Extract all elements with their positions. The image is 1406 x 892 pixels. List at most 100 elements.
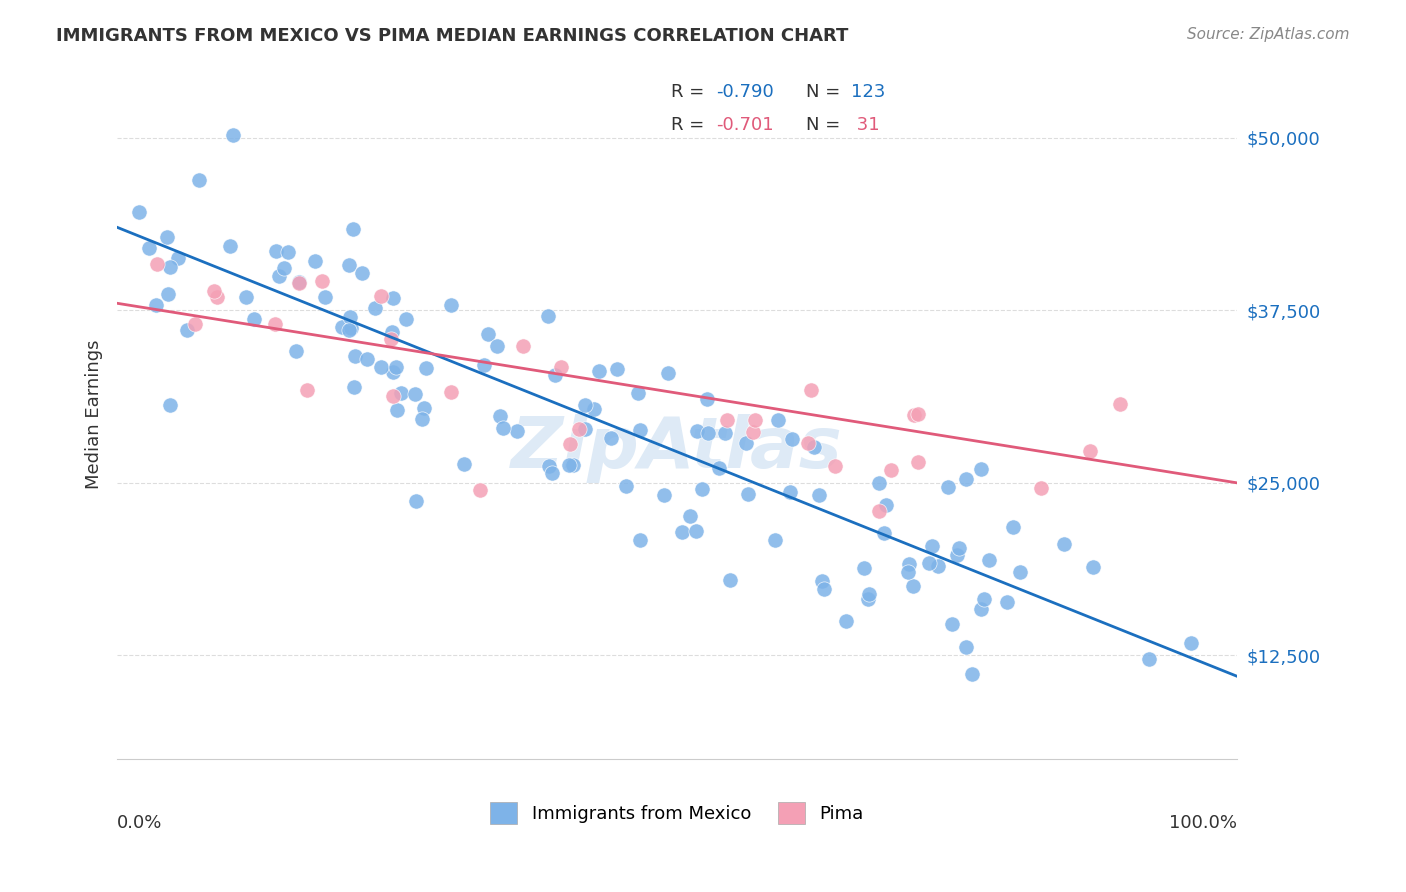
Point [955, 472, 977, 486]
Point [1008, 565, 1031, 579]
Point [583, 401, 606, 416]
Point [269, 269, 291, 284]
Point [288, 275, 311, 289]
Text: -0.790: -0.790 [716, 83, 773, 101]
Point [562, 458, 585, 472]
Point [273, 260, 295, 275]
Point [696, 392, 718, 406]
Point [873, 525, 896, 540]
Point [973, 591, 995, 606]
Point [453, 458, 475, 472]
Y-axis label: Median Earnings: Median Earnings [86, 339, 103, 489]
Point [734, 436, 756, 450]
Point [350, 266, 373, 280]
Point [284, 344, 307, 359]
Point [868, 476, 890, 491]
Point [880, 462, 903, 476]
Text: -0.701: -0.701 [716, 116, 773, 134]
Point [486, 339, 509, 353]
Point [156, 229, 179, 244]
Legend: Immigrants from Mexico, Pima: Immigrants from Mexico, Pima [481, 793, 873, 833]
Point [412, 401, 434, 415]
Point [342, 222, 364, 236]
Point [243, 312, 266, 326]
Point [391, 386, 413, 401]
Point [897, 566, 920, 580]
Point [537, 309, 560, 323]
Point [927, 559, 949, 574]
Point [568, 422, 591, 436]
Point [382, 389, 405, 403]
Point [686, 424, 709, 438]
Point [779, 484, 801, 499]
Point [370, 288, 392, 302]
Point [167, 251, 190, 265]
Point [713, 426, 735, 441]
Point [145, 257, 167, 271]
Point [852, 561, 875, 575]
Point [395, 312, 418, 326]
Text: 0.0%: 0.0% [117, 814, 163, 832]
Text: 123: 123 [851, 83, 884, 101]
Point [380, 332, 402, 346]
Point [654, 488, 676, 502]
Text: R =: R = [672, 83, 704, 101]
Point [381, 291, 404, 305]
Point [808, 487, 831, 501]
Point [1053, 537, 1076, 551]
Point [811, 574, 834, 588]
Point [868, 503, 890, 517]
Point [744, 413, 766, 427]
Point [918, 556, 941, 570]
Point [145, 298, 167, 312]
Point [718, 574, 741, 588]
Point [311, 274, 333, 288]
Point [1029, 481, 1052, 495]
Point [936, 480, 959, 494]
Point [628, 533, 651, 548]
Point [600, 431, 623, 445]
Point [159, 398, 181, 412]
Point [945, 549, 967, 563]
Point [512, 339, 534, 353]
Point [955, 640, 977, 655]
Point [780, 432, 803, 446]
Point [506, 424, 529, 438]
Point [766, 412, 789, 426]
Point [550, 359, 572, 374]
Point [381, 326, 404, 340]
Point [477, 326, 499, 341]
Point [415, 361, 437, 376]
Point [574, 422, 596, 436]
Point [797, 436, 820, 450]
Point [385, 359, 408, 374]
Point [970, 461, 993, 475]
Point [235, 290, 257, 304]
Point [558, 458, 581, 473]
Point [697, 425, 720, 440]
Text: N =: N = [806, 116, 839, 134]
Point [304, 254, 326, 268]
Point [835, 614, 858, 628]
Text: IMMIGRANTS FROM MEXICO VS PIMA MEDIAN EARNINGS CORRELATION CHART: IMMIGRANTS FROM MEXICO VS PIMA MEDIAN EA… [56, 27, 849, 45]
Point [824, 459, 846, 474]
Point [370, 360, 392, 375]
Point [901, 579, 924, 593]
Point [898, 557, 921, 571]
Text: R =: R = [672, 116, 704, 134]
Point [540, 467, 562, 481]
Point [128, 204, 150, 219]
Point [440, 385, 463, 400]
Point [205, 290, 228, 304]
Point [614, 479, 637, 493]
Point [907, 455, 929, 469]
Point [707, 461, 730, 475]
Point [588, 364, 610, 378]
Point [337, 258, 360, 272]
Point [491, 421, 513, 435]
Point [903, 408, 925, 422]
Point [1001, 520, 1024, 534]
Point [356, 351, 378, 366]
Point [138, 241, 160, 255]
Point [364, 301, 387, 315]
